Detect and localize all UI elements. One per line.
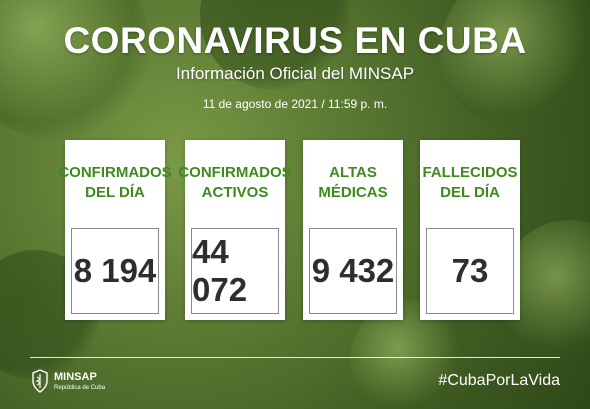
stat-card-fallecidos-dia: FALLECIDOS DEL DÍA 73 <box>420 140 520 320</box>
minsap-logo: MINSAP República de Cuba <box>30 367 140 399</box>
stat-value: 8 194 <box>71 228 159 314</box>
stat-label: CONFIRMADOS ACTIVOS <box>178 163 292 201</box>
stat-card-confirmados-dia: CONFIRMADOS DEL DÍA 8 194 <box>58 140 172 320</box>
stat-label: ALTAS MÉDICAS <box>318 163 388 201</box>
report-date: 11 de agosto de 2021 / 11:59 p. m. <box>202 97 388 111</box>
footer-divider <box>30 357 560 358</box>
stat-card-confirmados-activos: CONFIRMADOS ACTIVOS 44 072 <box>178 140 292 320</box>
stat-label: FALLECIDOS DEL DÍA <box>422 163 518 201</box>
stat-value: 73 <box>426 228 514 314</box>
minsap-emblem-icon <box>30 369 50 393</box>
stat-card-altas-medicas: ALTAS MÉDICAS 9 432 <box>303 140 403 320</box>
virus-decoration <box>440 0 590 130</box>
stat-value: 44 072 <box>191 228 279 314</box>
page-title: CORONAVIRUS EN CUBA <box>63 20 527 61</box>
logo-subtitle: República de Cuba <box>54 385 106 391</box>
stat-value: 9 432 <box>309 228 397 314</box>
stat-label: CONFIRMADOS DEL DÍA <box>58 163 172 201</box>
logo-name: MINSAP <box>54 371 97 383</box>
page-subtitle: Información Oficial del MINSAP <box>175 64 415 83</box>
hashtag: #CubaPorLaVida <box>438 372 560 389</box>
